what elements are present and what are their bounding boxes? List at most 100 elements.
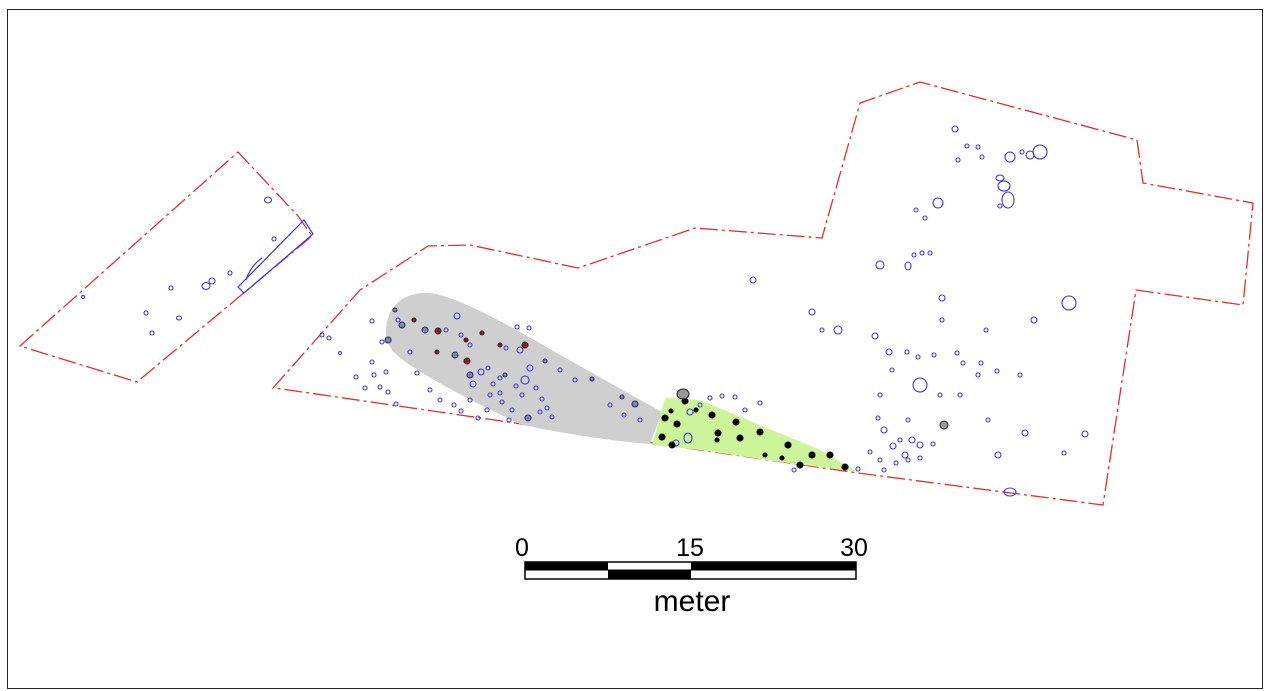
feature-pit [1003,487,1017,497]
black-feature [673,420,681,428]
feature-pit [437,397,443,403]
feature-pit [719,393,725,399]
feature-pit [1025,150,1035,160]
dark-feature [392,307,398,313]
dark-feature [502,372,508,378]
red-feature [497,342,503,348]
feature-pit [385,389,391,395]
dark-feature [619,394,625,400]
dark-feature [466,371,474,379]
black-feature [784,441,792,449]
feature-pit [143,310,149,316]
feature-pit [503,345,509,351]
feature-pit [955,157,961,163]
feature-pit [881,467,887,473]
scale-unit-label: meter [654,585,731,618]
feature-pit [1021,429,1029,437]
red-feature [463,337,469,343]
red-feature [479,330,485,336]
trench-curve [245,257,263,281]
feature-pit [1032,144,1048,160]
blue-features [80,125,1089,497]
feature-pit [707,395,713,401]
black-feature [826,451,834,459]
feature-pit [1019,149,1025,155]
red-feature [434,349,440,355]
feature-pit [964,143,970,149]
red-feature [521,341,529,349]
feature-pit [917,455,923,461]
feature-pit [487,392,493,398]
black-features [658,397,849,471]
feature-pit [749,276,757,284]
feature-pit [427,387,433,393]
feature-pit [484,407,490,413]
feature-pit [263,196,273,204]
feature-pit [757,400,763,406]
feature-pit [549,414,555,420]
gray-feature [939,420,949,430]
feature-pit [533,385,539,391]
feature-pit [516,346,524,354]
trench-west [237,219,314,294]
black-feature [693,407,699,413]
red-feature [411,317,417,323]
feature-pit [453,312,461,320]
feature-pit [875,260,885,270]
black-feature [796,461,804,469]
feature-pit [985,417,991,423]
feature-pit [915,354,921,360]
feature-pit [369,318,375,324]
feature-pit [995,174,1005,182]
feature-pit [954,350,960,356]
red-feature [463,357,471,365]
feature-pit [697,402,703,408]
feature-pit [168,285,174,291]
feature-pit [369,359,375,365]
feature-pit [957,392,963,398]
feature-pit [208,277,216,285]
feature-pit [833,325,843,335]
feature-pit [520,375,530,385]
feature-pit [905,457,911,463]
dark-feature [384,336,392,344]
dark-feature [398,321,406,329]
feature-pit [475,415,481,421]
feature-pit [607,402,613,408]
feature-pit [983,327,989,333]
feature-pit [927,250,933,256]
feature-pit [951,125,959,133]
feature-pit [337,350,343,356]
feature-pit [443,327,449,333]
feature-pit [931,352,937,358]
feature-pit [539,396,545,402]
feature-pit [1030,316,1038,324]
red-features [411,317,529,365]
feature-pit [319,332,325,338]
feature-pit [875,415,881,421]
feature-pit [904,261,912,271]
feature-pit [978,360,984,366]
feature-pit [871,332,879,340]
black-feature [736,434,744,442]
black-feature [714,429,722,437]
black-feature [762,452,768,458]
feature-pit [819,327,825,333]
feature-pit [379,339,385,345]
feature-pit [467,342,473,348]
feature-pit [683,432,693,444]
feature-pit [414,370,420,376]
feature-pit [930,441,936,447]
feature-pit [979,154,985,160]
black-feature [779,455,785,461]
feature-pit [994,368,1000,374]
feature-pit [469,380,477,388]
feature-pit [526,364,534,372]
black-feature [841,463,849,471]
feature-pit [742,407,748,413]
feature-pit [451,402,457,408]
feature-pit [1061,450,1067,456]
feature-pit [1001,191,1015,209]
feature-pit [889,367,895,373]
feature-pit [897,437,903,443]
